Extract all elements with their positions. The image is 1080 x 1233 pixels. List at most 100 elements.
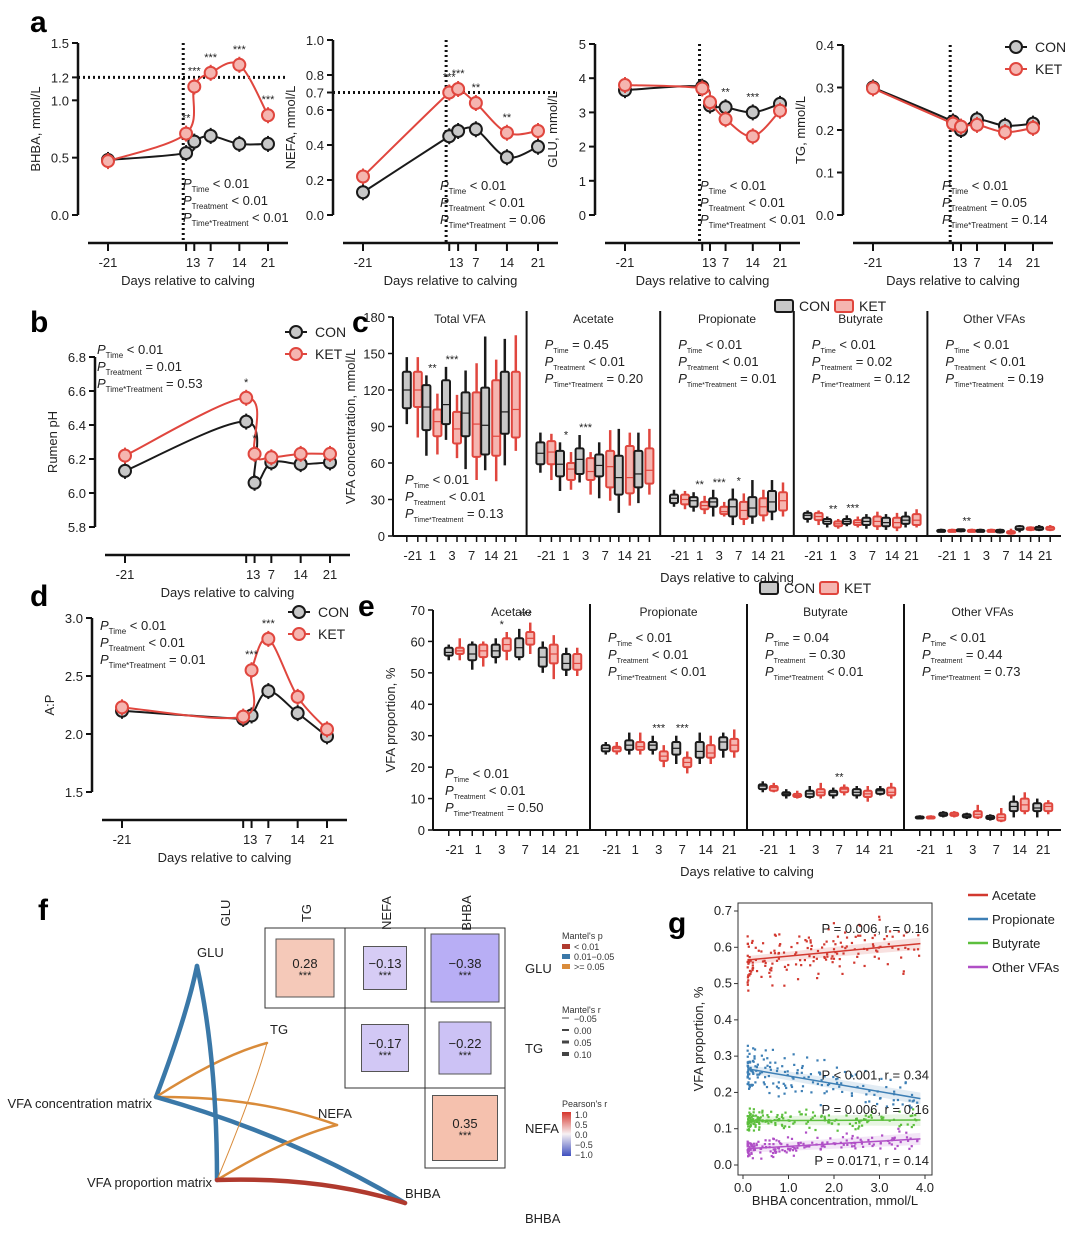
legend-label: −0.05 xyxy=(574,1014,597,1024)
legend-marker xyxy=(289,347,303,361)
scatter-point xyxy=(835,1066,839,1069)
scatter-point xyxy=(747,1060,750,1063)
significance-stars: *** xyxy=(579,422,593,434)
facet-other-vfas: Other VFAs -21 1 3 7 14 21 PTime < 0.01PTreatme… xyxy=(903,604,1054,857)
box-con xyxy=(555,449,565,478)
heatmap-cell xyxy=(275,938,335,998)
y-tick-label: 4 xyxy=(579,71,586,86)
scatter-point xyxy=(792,1077,795,1080)
scatter-point xyxy=(836,1077,839,1080)
scatter-point xyxy=(750,1145,753,1148)
y-tick-label: 0.1 xyxy=(714,1121,732,1136)
scatter-point xyxy=(768,1091,771,1095)
significance-stars: *** xyxy=(233,44,247,56)
data-point-ket xyxy=(323,446,337,461)
scatter-point xyxy=(853,1144,856,1148)
scatter-point xyxy=(752,1122,755,1126)
scatter-point xyxy=(756,1073,759,1076)
y-tick-label: 0.6 xyxy=(306,103,324,118)
y-tick-label: 1.0 xyxy=(51,93,69,108)
significance-stars: ** xyxy=(829,504,838,516)
scatter-point xyxy=(791,1145,794,1148)
scatter-point xyxy=(830,957,833,960)
significance-stars: *** xyxy=(379,1050,393,1062)
legend-label: Other VFAs xyxy=(992,960,1060,975)
regression-annotation: P < 0.001, r = 0.34 xyxy=(822,1068,929,1083)
y-tick-label: 0.7 xyxy=(714,903,732,918)
x-tick-label: 1.0 xyxy=(779,1180,797,1195)
scatter-point xyxy=(875,949,878,952)
scatter-point xyxy=(832,940,835,943)
x-tick-label: 3 xyxy=(969,842,976,857)
scatter-point xyxy=(808,1126,811,1129)
scatter-point xyxy=(803,1076,806,1079)
x-tick-label: -21 xyxy=(616,255,635,270)
x-tick-label: 14 xyxy=(542,842,556,857)
scatter-point xyxy=(855,1117,858,1120)
scatter-point xyxy=(865,1093,868,1096)
scatter-point xyxy=(746,1155,750,1158)
y-axis-title: NEFA, mmol/L xyxy=(283,86,298,170)
p-value-treatment: PTreatment = 0.44 xyxy=(922,647,1002,665)
legend-marker xyxy=(292,627,306,641)
scatter-point xyxy=(810,948,813,951)
scatter-point xyxy=(811,1141,814,1144)
significance-stars: *** xyxy=(443,72,457,84)
regression-line xyxy=(747,1119,921,1122)
box-ket xyxy=(911,513,922,527)
scatter-point xyxy=(872,945,875,948)
facet-acetate: Acetate -21 1 3 * 7 *** 14 21 PTime < 0.01PTreatm… xyxy=(443,605,583,857)
scatter-point xyxy=(747,979,750,982)
scatter-point xyxy=(836,1129,839,1132)
y-tick-label: 0.4 xyxy=(816,38,834,53)
y-axis-title: VFA proportion, % xyxy=(691,986,706,1091)
data-point-con xyxy=(239,414,254,429)
x-tick-label: 3 xyxy=(983,548,990,563)
scatter-point xyxy=(858,1125,861,1128)
scatter-point xyxy=(778,1150,781,1153)
x-tick-label: -21 xyxy=(916,842,935,857)
scatter-point xyxy=(838,1085,841,1088)
scatter-point xyxy=(759,1151,762,1154)
scatter-point xyxy=(746,966,749,969)
y-tick-label: 120 xyxy=(363,383,385,398)
scatter-point xyxy=(821,1141,824,1144)
scatter-point xyxy=(832,948,836,951)
y-tick-label: 5.8 xyxy=(68,520,86,535)
box-con xyxy=(802,511,813,520)
legend-box-ket xyxy=(834,299,854,313)
scatter-point xyxy=(862,1118,866,1121)
scatter-point xyxy=(859,934,862,937)
series-butyrate: P = 0.006, r = 0.16 xyxy=(746,1102,929,1132)
significance-stars: ** xyxy=(503,112,512,124)
significance-stars: ** xyxy=(963,516,972,528)
scatter-point xyxy=(753,1048,757,1051)
scatter-point xyxy=(748,1154,751,1157)
scatter-point xyxy=(841,972,844,976)
scatter-point xyxy=(805,1108,808,1111)
facet-other-vfas: Other VFAs -21 1 ** 3 7 14 21 PTime < 0.01PTreat… xyxy=(926,311,1056,563)
scatter-point xyxy=(807,936,811,939)
data-point-ket xyxy=(618,78,632,93)
x-tick-label: 13 xyxy=(186,255,200,270)
scatter-point xyxy=(770,1110,773,1113)
box-con xyxy=(688,496,699,508)
scatter-point xyxy=(750,1142,753,1146)
scatter-point xyxy=(832,957,836,960)
y-axis-title: VFA proportion, % xyxy=(383,667,398,772)
scatter-point xyxy=(748,959,751,963)
significance-stars: *** xyxy=(204,52,218,64)
scatter-point xyxy=(764,961,767,965)
significance-stars: *** xyxy=(262,94,276,106)
scatter-point xyxy=(819,1148,822,1151)
panel-letter-b: b xyxy=(30,306,48,339)
scatter-point xyxy=(907,947,910,951)
scatter-point xyxy=(752,1142,756,1145)
scatter-point xyxy=(916,1140,919,1143)
data-point-con xyxy=(118,463,132,478)
scatter-point xyxy=(760,1054,763,1057)
scatter-point xyxy=(832,1088,835,1091)
regression-annotation: P = 0.006, r = 0.16 xyxy=(822,1102,929,1117)
scatter-point xyxy=(763,1142,767,1146)
